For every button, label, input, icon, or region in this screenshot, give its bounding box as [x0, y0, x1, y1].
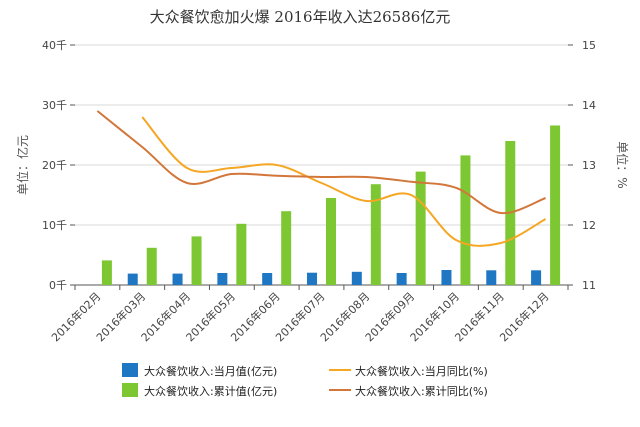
- bar: [281, 211, 292, 285]
- chart-title: 大众餐饮愈加火爆 2016年收入达26586亿元: [150, 8, 451, 26]
- bar: [351, 271, 362, 285]
- bar: [236, 223, 247, 285]
- bar: [415, 171, 426, 285]
- y-left-tick-label: 20千: [42, 159, 67, 172]
- y-left-tick-label: 10千: [42, 219, 67, 232]
- bar: [262, 273, 273, 285]
- y-left-tick-label: 0千: [49, 279, 67, 292]
- bar: [172, 273, 183, 285]
- y-right-tick-label: 15: [582, 39, 596, 52]
- bar: [531, 270, 542, 285]
- y-right-tick-label: 11: [582, 279, 596, 292]
- legend: 大众餐饮收入:当月值(亿元) 大众餐饮收入:累计值(亿元) 大众餐饮收入:当月同比(…: [122, 363, 488, 398]
- legend-label: 大众餐饮收入:累计同比(%): [355, 384, 488, 398]
- series-line: [141, 116, 547, 247]
- lines: [96, 110, 547, 247]
- y-left-tick-label: 30千: [42, 99, 67, 112]
- bar: [460, 155, 471, 285]
- y-right-tick-label: 12: [582, 219, 596, 232]
- y-axis-right-title: 单位：%: [615, 141, 630, 188]
- bar: [307, 272, 317, 285]
- bar: [370, 184, 381, 285]
- legend-swatch: [122, 383, 138, 397]
- gridlines: [75, 44, 568, 286]
- bar: [396, 273, 407, 285]
- y-left-tick-label: 40千: [42, 39, 67, 52]
- series-line: [96, 110, 546, 215]
- y-axis-left-title: 单位：亿元: [15, 135, 30, 195]
- y-right-tick-label: 13: [582, 159, 596, 172]
- legend-label: 大众餐饮收入:当月值(亿元): [144, 364, 277, 378]
- bar: [217, 273, 228, 285]
- bar: [486, 270, 497, 285]
- legend-swatch: [122, 363, 138, 377]
- bars: [101, 125, 561, 285]
- legend-label: 大众餐饮收入:累计值(亿元): [144, 384, 277, 398]
- bar: [191, 236, 202, 285]
- bar: [146, 247, 157, 285]
- bar: [326, 198, 336, 285]
- legend-label: 大众餐饮收入:当月同比(%): [355, 364, 488, 378]
- bar: [101, 260, 112, 285]
- bar: [441, 270, 452, 285]
- bar: [550, 125, 561, 285]
- y-right-tick-label: 14: [582, 99, 596, 112]
- bar: [127, 273, 138, 285]
